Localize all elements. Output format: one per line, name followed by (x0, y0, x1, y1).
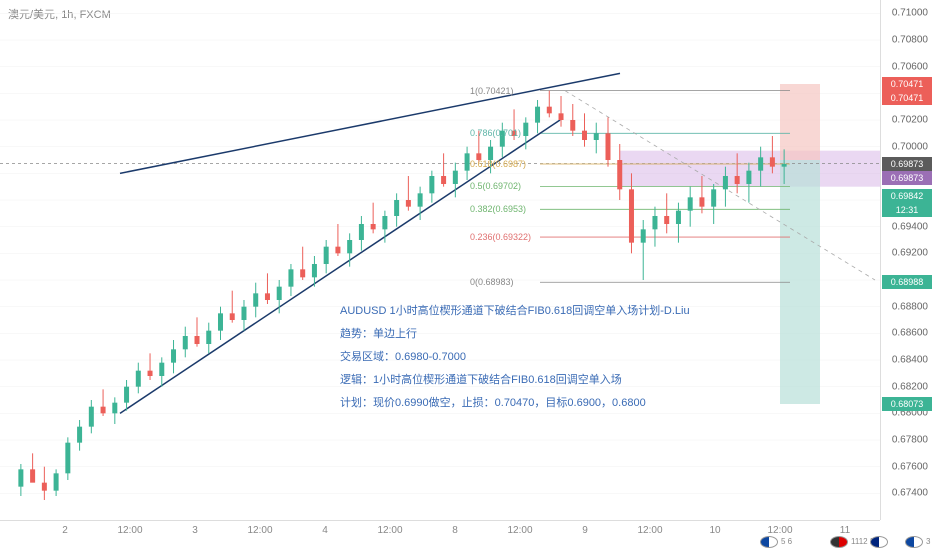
y-tick: 0.70600 (892, 61, 928, 72)
price-badge: 0.69873 (882, 171, 932, 185)
y-tick: 0.67600 (892, 461, 928, 472)
y-tick: 0.71000 (892, 8, 928, 19)
x-tick: 12:00 (377, 525, 402, 536)
x-tick: 4 (322, 525, 328, 536)
y-tick: 0.69200 (892, 248, 928, 259)
x-tick: 11 (840, 525, 850, 536)
fib-label: 0.236(0.69322) (470, 232, 531, 242)
price-badge: 0.69842 (882, 189, 932, 203)
price-badge: 0.70471 (882, 91, 932, 105)
event-flag-icon: 3 5 (905, 536, 923, 548)
x-tick: 12:00 (117, 525, 142, 536)
y-tick: 0.70800 (892, 35, 928, 46)
y-tick: 0.68200 (892, 381, 928, 392)
fib-label: 0(0.68983) (470, 277, 514, 287)
fib-label: 0.786(0.701) (470, 128, 521, 138)
y-tick: 0.68400 (892, 355, 928, 366)
x-tick: 12:00 (507, 525, 532, 536)
y-tick: 0.70200 (892, 115, 928, 126)
annotation-textbox: AUDUSD 1小时高位楔形通道下破结合FIB0.618回调空单入场计划-D.L… (340, 300, 690, 415)
x-tick: 12:00 (637, 525, 662, 536)
price-badge: 0.70471 (882, 77, 932, 91)
annotation-line: 逻辑：1小时高位楔形通道下破结合FIB0.618回调空单入场 (340, 369, 690, 392)
price-badge: 0.68073 (882, 397, 932, 411)
y-tick: 0.67800 (892, 435, 928, 446)
y-tick: 0.70000 (892, 141, 928, 152)
y-tick: 0.68800 (892, 301, 928, 312)
event-flag-icon: 1112 2 22 (830, 536, 848, 548)
x-axis: 2 12:00 3 12:00 4 12:00 8 12:00 9 12:00 10 12:00 11 5… (0, 520, 880, 550)
annotation-line: AUDUSD 1小时高位楔形通道下破结合FIB0.618回调空单入场计划-D.L… (340, 300, 690, 323)
x-tick: 9 (582, 525, 588, 536)
price-badge: 0.69873 (882, 157, 932, 171)
fib-label: 1(0.70421) (470, 86, 514, 96)
fib-label: 0.5(0.69702) (470, 181, 521, 191)
y-tick: 0.67400 (892, 488, 928, 499)
y-tick: 0.69400 (892, 221, 928, 232)
event-flag-icon: 5 6 (760, 536, 778, 548)
price-badge: 12:31 (882, 203, 932, 217)
annotation-line: 计划：现价0.6990做空，止损：0.70470，目标0.6900，0.6800 (340, 392, 690, 415)
x-tick: 8 (452, 525, 458, 536)
x-tick: 10 (709, 525, 720, 536)
price-badge: 0.68988 (882, 275, 932, 289)
price-chart[interactable] (0, 0, 880, 520)
event-flag-icon (870, 536, 888, 548)
fib-label: 0.382(0.6953) (470, 204, 526, 214)
annotation-line: 交易区域：0.6980-0.7000 (340, 346, 690, 369)
annotation-line: 趋势：单边上行 (340, 323, 690, 346)
y-axis: 0.674000.676000.678000.680000.682000.684… (880, 0, 932, 520)
x-tick: 3 (192, 525, 198, 536)
x-tick: 12:00 (247, 525, 272, 536)
x-tick: 12:00 (767, 525, 792, 536)
fib-label: 0.618(0.6987) (470, 159, 526, 169)
y-tick: 0.68600 (892, 328, 928, 339)
x-tick: 2 (62, 525, 68, 536)
